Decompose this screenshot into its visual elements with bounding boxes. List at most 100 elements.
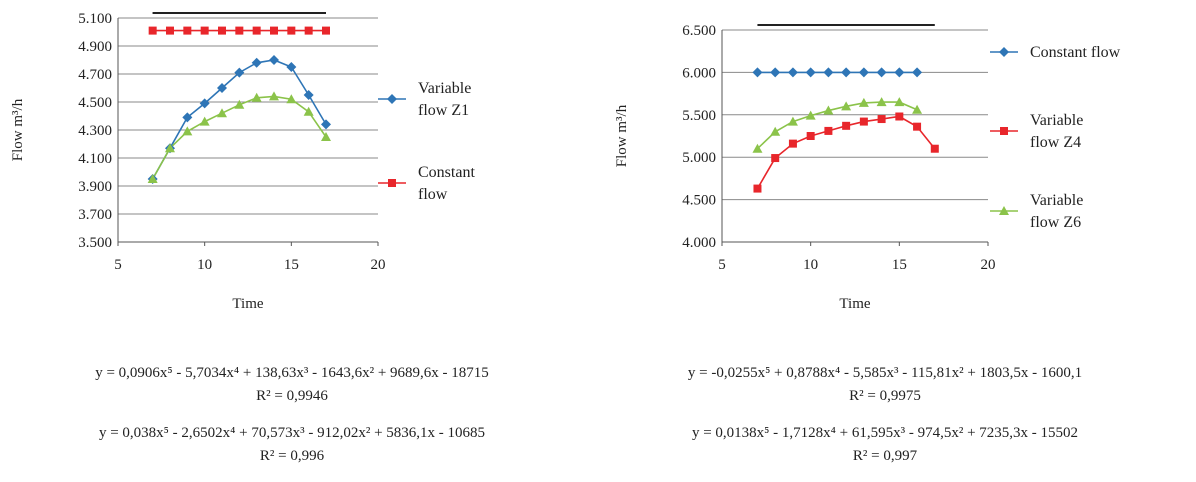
series-2-point [806, 132, 815, 140]
legend-marker [999, 47, 1009, 57]
series-2-point [148, 26, 157, 35]
y-tick-label: 3.700 [78, 207, 112, 223]
series-2-point [270, 26, 278, 35]
series-1-point [303, 90, 314, 100]
y-tick-label: 5.500 [682, 108, 716, 124]
series-3-point [876, 97, 887, 107]
left-equation-1: y = 0,0906x⁵ - 5,7034x⁴ + 138,63x³ - 164… [95, 365, 489, 381]
y-tick-label: 4.700 [78, 67, 112, 83]
right-equation-1: y = -0,0255x⁵ + 0,8788x⁴ - 5,585x³ - 115… [687, 365, 1083, 381]
x-tick-label: 10 [803, 257, 818, 273]
series-1-point [894, 67, 905, 78]
left-r2-1: R² = 0,9946 [256, 388, 328, 404]
legend-marker [387, 94, 397, 104]
x-tick-label: 20 [371, 257, 386, 273]
y-tick-label: 3.500 [78, 235, 112, 251]
y-tick-label: 4.500 [78, 95, 112, 111]
series-3-point [165, 143, 175, 153]
y-tick-label: 4.500 [682, 193, 716, 209]
series-3-point [147, 174, 158, 183]
series-2-point [252, 26, 261, 35]
legend-label: flow Z1 [418, 102, 469, 119]
series-2-point [913, 122, 922, 131]
y-axis-title: Flow m³/h [614, 104, 630, 167]
series-3-point [217, 108, 227, 118]
series-3-point [269, 91, 279, 101]
series-1-point [269, 55, 279, 65]
series-3-point [912, 104, 923, 114]
x-tick-label: 5 [114, 257, 122, 273]
series-2-point [753, 184, 762, 193]
series-3-point [199, 116, 210, 126]
series-3-point [787, 116, 798, 126]
series-1-point [841, 67, 852, 78]
series-line-1 [151, 59, 327, 180]
legend-label: flow Z6 [1030, 214, 1081, 231]
legend-label: Variable [1030, 192, 1083, 209]
y-tick-label: 5.000 [682, 150, 716, 166]
left-equations: y = 0,0906x⁵ - 5,7034x⁴ + 138,63x³ - 164… [0, 362, 592, 468]
series-3-point [321, 132, 331, 141]
y-axis-title: Flow m³/h [10, 98, 26, 161]
series-1-point [199, 98, 210, 109]
series-2-point [877, 115, 886, 124]
series-1-point [858, 67, 869, 78]
series-1-point [752, 67, 763, 78]
right-r2-2: R² = 0,997 [852, 448, 918, 464]
series-1-point [182, 112, 193, 123]
series-2-point [218, 26, 226, 35]
series-2-point [895, 112, 904, 121]
series-2-point [304, 26, 313, 35]
series-1-point [787, 67, 798, 78]
y-tick-label: 5.100 [78, 11, 112, 27]
series-2-point [200, 26, 209, 35]
legend-marker [388, 179, 396, 187]
series-1-point [805, 67, 816, 78]
series-1-point [286, 62, 297, 72]
legend-label: Variable [1030, 112, 1083, 129]
chart-1: 3.500 3.700 3.900 4.100 4.300 4.500 4.700 4.900… [10, 11, 475, 312]
legend-label: Variable [418, 80, 471, 97]
series-1-point [217, 83, 227, 93]
right-equation-2: y = 0,0138x⁵ - 1,7128x⁴ + 61,595x³ - 974… [691, 425, 1079, 441]
series-3-point [286, 94, 297, 104]
series-2-point [183, 26, 192, 35]
series-line-3 [756, 101, 918, 150]
series-3-point [770, 126, 781, 136]
series-2-point [930, 144, 939, 153]
legend-label: flow Z4 [1030, 134, 1081, 151]
y-tick-label: 4.100 [78, 151, 112, 167]
series-3-point [894, 97, 905, 107]
left-equation-2: y = 0,038x⁵ - 2,6502x⁴ + 70,573x³ - 912,… [98, 425, 486, 441]
series-2-point [824, 126, 833, 135]
legend-label: Constant [418, 164, 475, 181]
series-2-point [287, 26, 296, 35]
y-tick-label: 6.500 [682, 23, 716, 39]
series-1-point [876, 67, 887, 78]
legend-marker [1000, 127, 1008, 135]
series-3-point [752, 143, 763, 153]
series-2-point [842, 121, 851, 130]
y-tick-label: 6.000 [682, 65, 716, 81]
series-3-point [182, 126, 193, 136]
x-axis-title: Time [839, 296, 870, 312]
chart-2: 4.000 4.500 5.000 5.500 6.000 6.500 5 10 15 20 Tim… [614, 23, 1121, 312]
series-1-point [912, 67, 923, 78]
left-r2-2: R² = 0,996 [259, 448, 325, 464]
y-tick-label: 4.900 [78, 39, 112, 55]
x-tick-label: 15 [284, 257, 299, 273]
series-2-point [235, 26, 244, 35]
x-tick-label: 15 [892, 257, 907, 273]
series-3-point [823, 105, 834, 115]
right-r2-1: R² = 0,9975 [849, 388, 921, 404]
series-3-point [303, 106, 314, 116]
y-tick-label: 3.900 [78, 179, 112, 195]
series-2-point [771, 154, 780, 163]
series-3-point [841, 101, 852, 111]
series-3-point [858, 97, 869, 107]
series-3-point [251, 92, 262, 102]
y-tick-label: 4.300 [78, 123, 112, 139]
y-tick-label: 4.000 [682, 235, 716, 251]
right-equations: y = -0,0255x⁵ + 0,8788x⁴ - 5,585x³ - 115… [585, 362, 1185, 468]
